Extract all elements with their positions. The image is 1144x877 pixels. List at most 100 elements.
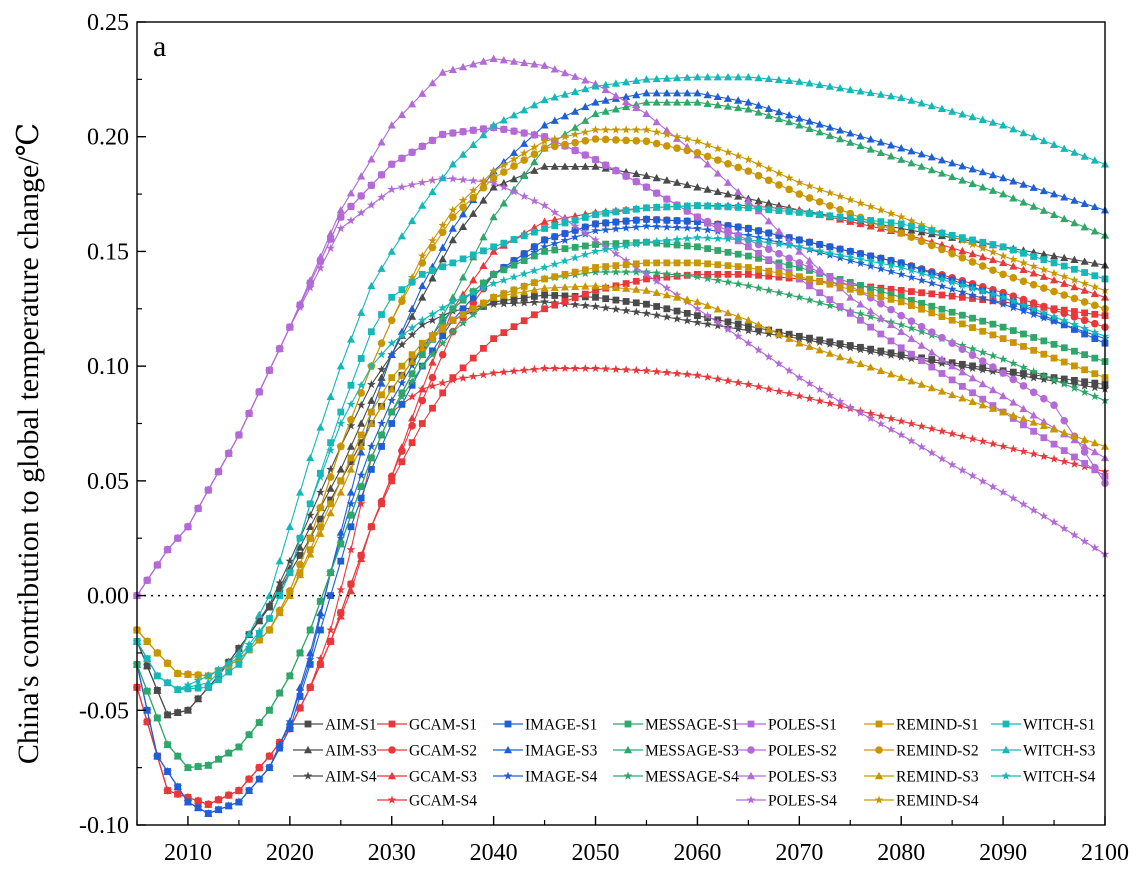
data-point — [795, 190, 804, 198]
data-point — [407, 323, 417, 332]
data-point — [366, 361, 376, 370]
data-point — [714, 203, 722, 210]
legend-label: GCAM-S4 — [409, 793, 477, 810]
data-point — [999, 121, 1008, 129]
data-point — [857, 215, 864, 223]
data-point — [917, 322, 926, 331]
data-point — [1019, 180, 1028, 188]
data-point — [550, 162, 559, 170]
data-point — [367, 408, 375, 416]
data-point — [794, 334, 804, 343]
data-point — [1080, 278, 1089, 288]
data-point — [1019, 371, 1028, 380]
data-point — [683, 73, 692, 81]
legend-item-message-s4: MESSAGE-S4 — [613, 769, 739, 786]
legend-marker — [304, 720, 312, 728]
data-point — [459, 203, 467, 212]
data-point — [978, 436, 988, 446]
data-point — [784, 389, 794, 398]
data-point — [540, 200, 549, 210]
data-point — [1049, 276, 1059, 284]
data-point — [683, 309, 691, 317]
x-tick-label: 2100 — [1081, 840, 1129, 866]
data-point — [1081, 330, 1089, 338]
data-point — [602, 295, 610, 303]
legend-marker — [388, 746, 396, 754]
data-point — [703, 311, 712, 320]
data-point — [867, 252, 875, 260]
data-point — [275, 578, 285, 587]
data-point — [1030, 253, 1038, 260]
data-point — [632, 76, 641, 84]
data-point — [1059, 272, 1069, 281]
data-point — [724, 270, 732, 278]
data-point — [917, 275, 926, 285]
data-point — [255, 630, 263, 638]
data-point — [540, 121, 549, 129]
data-point — [500, 329, 508, 337]
data-point — [275, 740, 285, 749]
data-point — [662, 129, 672, 139]
y-tick-label: 0.15 — [87, 239, 129, 265]
data-point — [438, 220, 448, 230]
data-point — [479, 298, 488, 307]
data-point — [571, 138, 579, 147]
data-point — [1019, 306, 1028, 315]
data-point — [296, 693, 304, 700]
data-point — [316, 596, 325, 606]
data-point — [969, 389, 976, 397]
data-point — [733, 378, 743, 387]
data-point — [601, 282, 610, 291]
data-point — [774, 114, 784, 123]
data-point — [305, 510, 315, 519]
data-point — [570, 253, 580, 262]
data-point — [397, 110, 407, 118]
data-point — [1090, 156, 1099, 164]
data-point — [785, 334, 794, 342]
data-point — [764, 352, 774, 361]
data-point — [428, 274, 437, 282]
data-point — [927, 357, 937, 366]
legend-item-aim-s4: AIM-S4 — [293, 769, 377, 786]
data-point — [458, 222, 468, 231]
data-point — [438, 173, 447, 182]
data-point — [530, 166, 539, 174]
data-point — [969, 324, 976, 331]
data-point — [1039, 250, 1048, 258]
data-point — [1090, 447, 1099, 456]
series-aim-s4 — [132, 297, 1110, 719]
data-point — [937, 281, 947, 291]
data-point — [866, 307, 875, 315]
data-point — [519, 191, 529, 201]
data-point — [938, 305, 946, 313]
data-point — [907, 233, 916, 242]
data-point — [285, 322, 295, 331]
data-point — [744, 98, 753, 106]
data-point — [1020, 249, 1027, 257]
data-point — [958, 320, 966, 328]
legend-marker — [747, 746, 755, 754]
data-point — [1060, 344, 1068, 352]
data-point — [631, 222, 641, 231]
data-point — [183, 763, 193, 772]
data-point — [947, 284, 957, 293]
data-point — [173, 789, 183, 798]
data-point — [163, 740, 172, 749]
data-point — [408, 100, 417, 108]
data-point — [693, 136, 702, 146]
data-point — [1029, 304, 1039, 313]
data-point — [876, 411, 886, 420]
data-point — [968, 249, 977, 258]
data-point — [978, 365, 988, 374]
data-point — [214, 668, 223, 677]
data-point — [500, 239, 508, 247]
data-point — [142, 636, 152, 646]
data-point — [591, 246, 600, 256]
data-point — [346, 415, 356, 424]
data-point — [663, 195, 671, 203]
data-point — [857, 316, 864, 324]
data-point — [764, 329, 774, 338]
data-point — [897, 373, 906, 381]
data-point — [907, 265, 916, 275]
data-point — [377, 264, 386, 272]
